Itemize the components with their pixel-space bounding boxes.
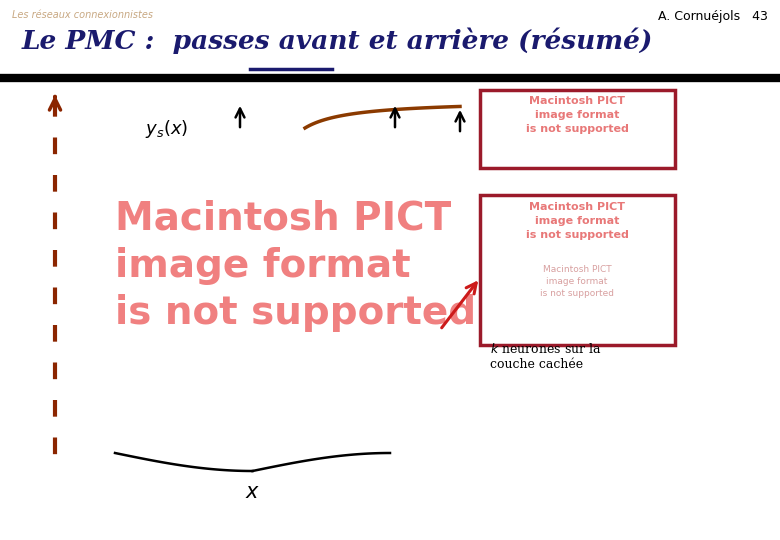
Text: Macintosh PICT
image format
is not supported: Macintosh PICT image format is not suppo… <box>540 265 614 298</box>
Text: $y_s(x)$: $y_s(x)$ <box>145 118 188 140</box>
Text: $k$ neurones sur la
couche cachée: $k$ neurones sur la couche cachée <box>490 342 601 371</box>
Text: $x$: $x$ <box>245 483 260 502</box>
Text: Les réseaux connexionnistes: Les réseaux connexionnistes <box>12 10 153 20</box>
Text: Macintosh PICT
image format
is not supported: Macintosh PICT image format is not suppo… <box>115 200 476 332</box>
Text: A. Cornuéjols   43: A. Cornuéjols 43 <box>658 10 768 23</box>
Text: Macintosh PICT
image format
is not supported: Macintosh PICT image format is not suppo… <box>526 202 629 240</box>
FancyBboxPatch shape <box>480 195 675 345</box>
Text: Le PMC :  passes avant et arrière (résumé): Le PMC : passes avant et arrière (résumé… <box>22 28 654 55</box>
Text: Macintosh PICT
image format
is not supported: Macintosh PICT image format is not suppo… <box>526 96 629 134</box>
FancyBboxPatch shape <box>480 90 675 168</box>
